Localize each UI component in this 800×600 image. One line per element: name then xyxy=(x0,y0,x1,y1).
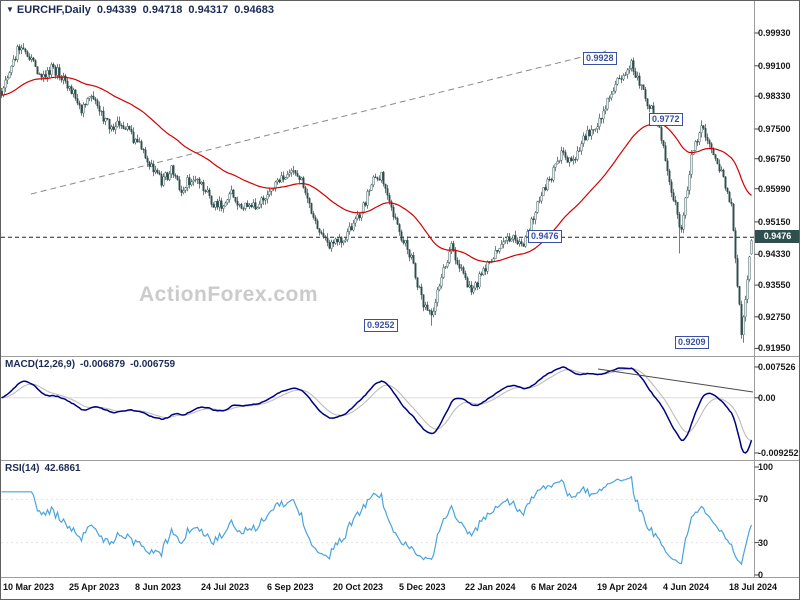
time-scale-area[interactable] xyxy=(1,578,799,599)
rsi-panel-area[interactable] xyxy=(1,461,754,577)
price-scale-area[interactable] xyxy=(754,1,799,578)
main-chart-area[interactable] xyxy=(1,1,754,356)
macd-panel-area[interactable] xyxy=(1,357,754,460)
